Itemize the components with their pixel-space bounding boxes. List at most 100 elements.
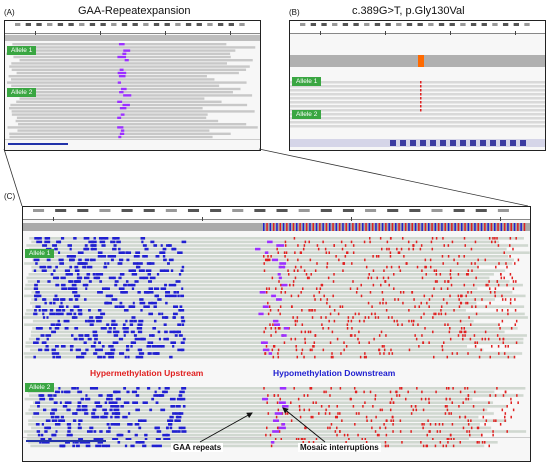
methylation-mark (379, 426, 381, 430)
coverage-mark (500, 223, 503, 231)
methylation-mark (494, 287, 497, 290)
methylation-mark (268, 287, 270, 290)
ideogram-band (374, 23, 381, 26)
methylation-mark (306, 276, 309, 280)
read (290, 97, 545, 100)
coverage-mark (398, 223, 400, 231)
panel-a-igv-view: Allele 1 Allele 2 (4, 20, 261, 151)
methylation-mark (110, 240, 113, 244)
methylation-mark (503, 251, 505, 254)
methylation-mark (151, 301, 157, 305)
methylation-mark (35, 423, 40, 426)
coverage-mark (447, 223, 450, 231)
methylation-mark (300, 265, 302, 269)
methylation-mark (496, 280, 499, 283)
methylation-mark (137, 323, 143, 326)
methylation-mark (99, 240, 106, 244)
methylation-mark (166, 244, 172, 247)
methylation-mark (58, 387, 61, 390)
methylation-mark (114, 305, 119, 308)
snv-mark (420, 85, 422, 88)
methylation-mark (73, 280, 80, 283)
methylation-mark (302, 247, 305, 251)
methylation-mark (440, 305, 443, 308)
methylation-mark (408, 247, 410, 251)
methylation-mark (463, 283, 466, 287)
methylation-mark (140, 237, 146, 240)
methylation-mark (507, 355, 510, 359)
methylation-mark (453, 258, 455, 262)
methylation-mark (457, 273, 460, 276)
read (29, 394, 524, 397)
ideogram-band (228, 23, 234, 26)
methylation-mark (52, 355, 56, 359)
methylation-mark (94, 387, 99, 390)
methylation-mark (137, 348, 141, 352)
methylation-mark (144, 437, 148, 440)
methylation-mark (491, 240, 493, 244)
methylation-mark (376, 276, 378, 280)
methylation-mark (364, 316, 367, 319)
ideogram-band (417, 23, 423, 26)
methylation-mark (315, 287, 318, 290)
read (9, 65, 250, 68)
methylation-mark (127, 283, 133, 287)
methylation-mark (180, 309, 185, 312)
methylation-mark (148, 262, 155, 265)
methylation-mark (95, 273, 99, 276)
methylation-mark (436, 280, 438, 283)
ruler-tick (500, 217, 501, 221)
methylation-mark (322, 348, 325, 352)
methylation-mark (374, 316, 377, 319)
methylation-mark (370, 276, 373, 280)
ideogram-band (121, 23, 128, 26)
methylation-mark (306, 394, 309, 397)
methylation-mark (58, 419, 62, 422)
methylation-mark (85, 283, 89, 287)
methylation-mark (82, 283, 87, 287)
methylation-mark (34, 283, 38, 287)
methylation-mark (70, 334, 74, 337)
methylation-mark (301, 323, 304, 326)
methylation-mark (299, 408, 301, 412)
methylation-mark (118, 433, 122, 437)
methylation-mark (108, 345, 114, 348)
methylation-mark (501, 319, 504, 323)
methylation-mark (158, 312, 161, 316)
methylation-mark (120, 291, 126, 294)
methylation-mark (412, 244, 414, 247)
repeat-mark (119, 68, 124, 71)
methylation-mark (155, 437, 161, 440)
methylation-mark (488, 237, 491, 240)
methylation-mark (419, 247, 422, 251)
methylation-mark (474, 240, 477, 244)
methylation-mark (181, 240, 187, 244)
ideogram-band (187, 209, 200, 212)
methylation-mark (294, 337, 297, 341)
read (30, 330, 505, 334)
methylation-mark (300, 330, 303, 334)
repeat-mark (279, 387, 287, 390)
methylation-mark (481, 441, 484, 444)
methylation-mark (54, 294, 58, 298)
methylation-mark (108, 401, 114, 404)
read (8, 75, 207, 78)
methylation-mark (416, 387, 418, 390)
methylation-mark (458, 298, 460, 301)
methylation-mark (92, 330, 96, 334)
coverage-mark (348, 223, 351, 231)
methylation-mark (364, 437, 367, 440)
repeat-mark (271, 294, 276, 298)
methylation-mark (475, 276, 477, 280)
methylation-mark (318, 291, 321, 294)
methylation-mark (108, 426, 111, 430)
methylation-mark (421, 390, 423, 394)
ideogram-band (475, 209, 487, 212)
exon-feature (390, 140, 396, 146)
ideogram-band (217, 23, 224, 26)
methylation-mark (349, 397, 352, 401)
methylation-mark (425, 265, 427, 269)
methylation-mark (388, 352, 390, 355)
panel-a-label: (A) (4, 8, 15, 17)
methylation-mark (494, 291, 496, 294)
